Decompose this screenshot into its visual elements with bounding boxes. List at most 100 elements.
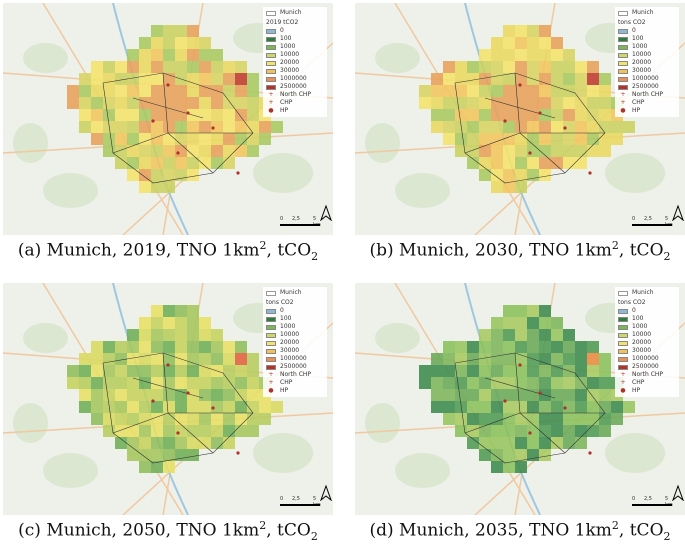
emission-cell xyxy=(467,401,479,413)
emission-cell xyxy=(539,341,551,353)
emission-cell xyxy=(467,341,479,353)
emission-cell xyxy=(419,377,431,389)
emission-cell xyxy=(199,377,211,389)
emission-cell xyxy=(599,413,611,425)
emission-cell xyxy=(67,85,79,97)
legend-point: ● HP xyxy=(618,107,676,115)
legend-class: 30000 xyxy=(618,347,676,355)
point-symbol: + xyxy=(268,91,274,98)
legend-point-label: HP xyxy=(280,107,289,114)
map-canvas[interactable]: Munich 2019 tCO2 0 100 1000 10000 20000 30000 10… xyxy=(3,3,333,235)
emission-cell xyxy=(491,329,503,341)
legend-point-label: North CHP xyxy=(632,371,664,378)
emission-cell xyxy=(79,365,91,377)
emission-cell xyxy=(139,145,151,157)
panel-caption: (c) Munich, 2050, TNO 1km2, tCO2 xyxy=(3,519,333,543)
emission-cell xyxy=(563,145,575,157)
emission-cell xyxy=(163,169,175,181)
emission-cell xyxy=(503,61,515,73)
emission-cell xyxy=(503,413,515,425)
emission-cell xyxy=(575,389,587,401)
emission-cell xyxy=(175,25,187,37)
emission-cell xyxy=(247,425,259,437)
north-arrow-icon xyxy=(672,205,684,221)
emission-cell xyxy=(115,73,127,85)
point-symbol: + xyxy=(620,371,626,378)
emission-cell xyxy=(223,413,235,425)
hp-marker xyxy=(236,171,240,175)
forest-area xyxy=(43,453,98,488)
legend-point: + North CHP xyxy=(618,91,676,99)
emission-cell xyxy=(163,109,175,121)
map-legend: Munich 2019 tCO2 0 100 1000 10000 20000 30000 10… xyxy=(263,7,327,117)
emission-cell xyxy=(563,437,575,449)
emission-cell xyxy=(79,73,91,85)
legend-title: 2019 tCO2 xyxy=(266,19,299,26)
emission-cell xyxy=(539,329,551,341)
emission-cell xyxy=(551,157,563,169)
chp-marker xyxy=(538,111,542,115)
emission-cell xyxy=(127,133,139,145)
munich-swatch xyxy=(618,10,628,16)
emission-cell xyxy=(599,97,611,109)
legend-layer-label: Munich xyxy=(632,9,654,16)
emission-cell xyxy=(115,353,127,365)
emission-cell xyxy=(611,401,623,413)
emission-cell xyxy=(163,181,175,193)
hp-marker xyxy=(211,406,215,410)
emission-cell xyxy=(479,85,491,97)
emission-cell xyxy=(467,157,479,169)
emission-cell xyxy=(563,329,575,341)
emission-cell xyxy=(199,401,211,413)
emission-cell xyxy=(235,85,247,97)
emission-cell xyxy=(223,401,235,413)
chp-marker xyxy=(151,399,155,403)
map-canvas[interactable]: Munich tons CO2 0 100 1000 10000 20000 30000 100… xyxy=(3,283,333,515)
legend-class-label: 2500000 xyxy=(280,83,307,90)
emission-cell xyxy=(599,133,611,145)
legend-class-label: 30000 xyxy=(632,347,652,354)
emission-cell xyxy=(491,169,503,181)
emission-cell xyxy=(223,377,235,389)
legend-swatch xyxy=(266,28,276,34)
emission-cell xyxy=(503,341,515,353)
emission-cell xyxy=(419,85,431,97)
emission-cell xyxy=(467,61,479,73)
point-symbol: + xyxy=(620,379,626,386)
emission-cell xyxy=(551,37,563,49)
emission-cell xyxy=(127,437,139,449)
emission-cell xyxy=(527,121,539,133)
map-canvas[interactable]: Munich tons CO2 0 100 1000 10000 20000 30000 100… xyxy=(355,283,685,515)
legend-class: 20000 xyxy=(266,339,324,347)
legend-title: tons CO2 xyxy=(618,299,646,306)
emission-cell xyxy=(527,389,539,401)
emission-cell xyxy=(235,109,247,121)
legend-point: + CHP xyxy=(266,99,324,107)
legend-swatch xyxy=(266,348,276,354)
emission-cell xyxy=(175,145,187,157)
emission-cell xyxy=(503,305,515,317)
emission-cell xyxy=(587,389,599,401)
emission-cell xyxy=(199,341,211,353)
emission-cell xyxy=(551,401,563,413)
map-canvas[interactable]: Munich tons CO2 0 100 1000 10000 20000 30000 100… xyxy=(355,3,685,235)
legend-layer-label: Munich xyxy=(280,289,302,296)
legend-class: 2500000 xyxy=(266,83,324,91)
emission-cell xyxy=(127,157,139,169)
emission-cell xyxy=(587,145,599,157)
emission-cell xyxy=(575,353,587,365)
emission-cell xyxy=(491,133,503,145)
emission-cell xyxy=(127,73,139,85)
forest-area xyxy=(375,323,420,353)
point-symbol: + xyxy=(268,99,274,106)
legend-swatch xyxy=(618,324,628,330)
emission-cell xyxy=(503,377,515,389)
emission-cell xyxy=(587,413,599,425)
emission-cell xyxy=(151,49,163,61)
emission-cell xyxy=(187,341,199,353)
legend-swatch xyxy=(266,84,276,90)
emission-cell xyxy=(443,401,455,413)
emission-cell xyxy=(91,85,103,97)
emission-cell xyxy=(587,109,599,121)
emission-cell xyxy=(247,401,259,413)
